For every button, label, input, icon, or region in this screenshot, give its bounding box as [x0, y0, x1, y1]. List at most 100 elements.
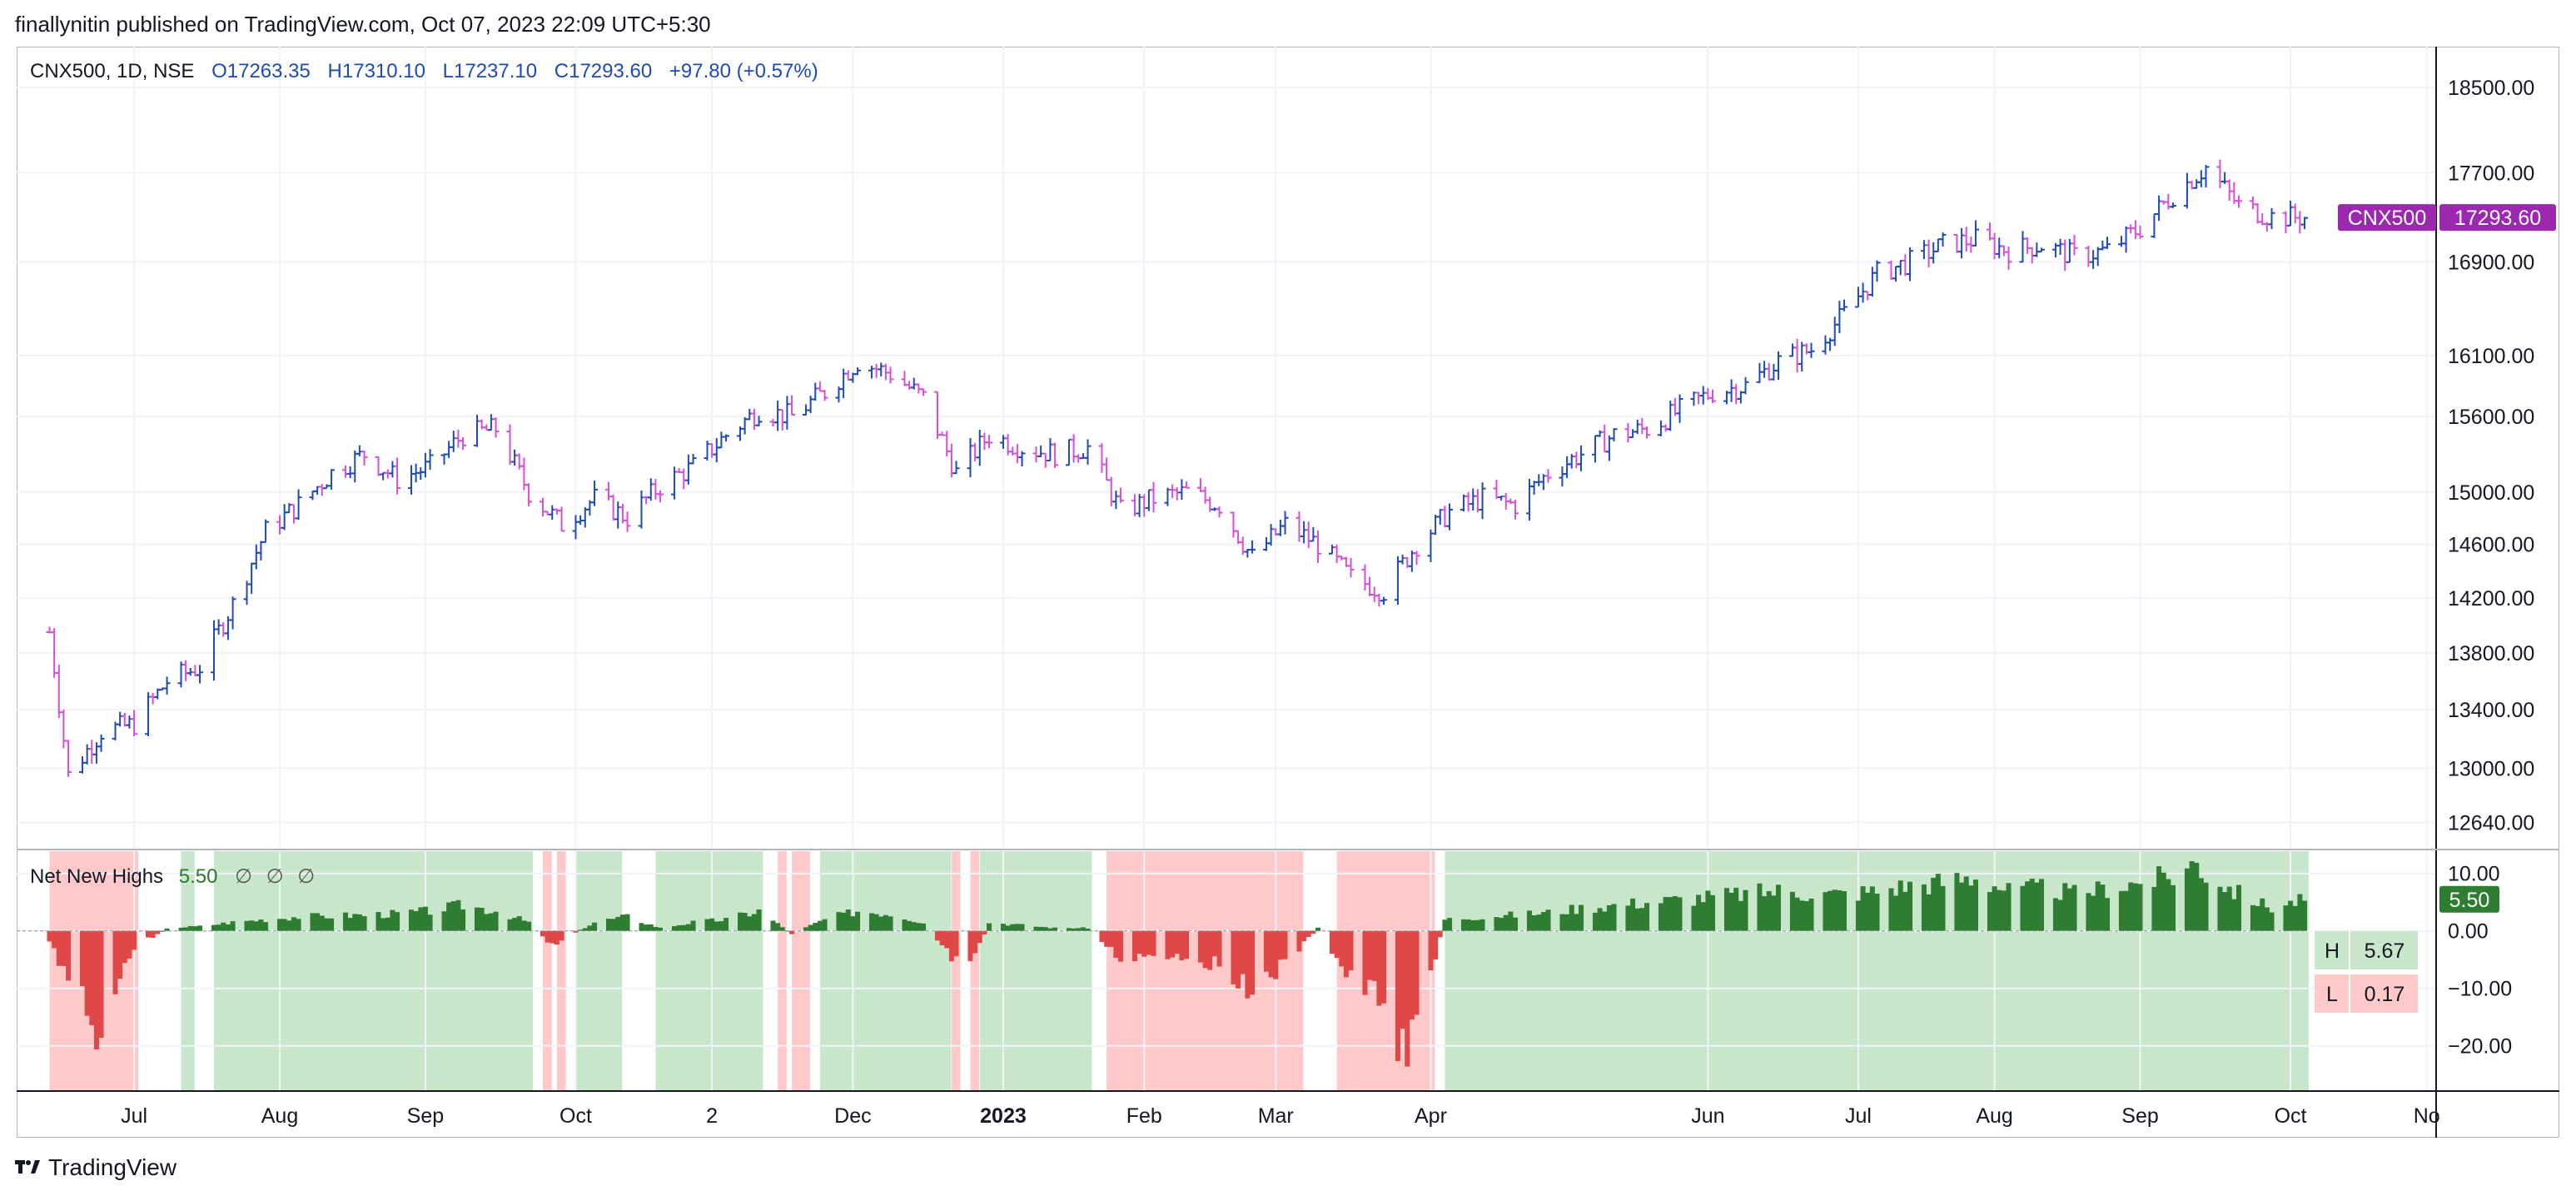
histogram-bar	[512, 918, 518, 931]
indicator-region-positive	[655, 851, 763, 1091]
histogram-bar	[1240, 930, 1246, 974]
histogram-bar	[352, 914, 358, 931]
histogram-bar	[756, 909, 762, 931]
ohlc-bar	[506, 424, 514, 466]
histogram-bar	[1700, 902, 1706, 931]
price-tag-value-bg	[2439, 204, 2556, 232]
ohlc-bar	[1169, 484, 1176, 498]
indicator-legend: Net New Highs 5.50 ∅ ∅ ∅	[30, 865, 323, 889]
histogram-bar	[1823, 892, 1828, 931]
histogram-bar	[395, 912, 400, 931]
indicator-placeholder-3: ∅	[297, 865, 316, 888]
histogram-bar	[66, 930, 72, 981]
histogram-bar	[1663, 896, 1668, 931]
footer-branding: TradingView	[15, 1154, 177, 1181]
ohlc-bar	[2225, 179, 2233, 201]
ohlc-bar	[1864, 291, 1872, 301]
ohlc-bar	[684, 454, 692, 485]
histogram-bar	[972, 930, 978, 954]
ohlc-bar	[511, 449, 519, 466]
ohlc-bar	[1953, 233, 1961, 254]
ohlc-bar	[144, 692, 152, 736]
ohlc-bar	[1756, 362, 1763, 383]
histogram-bar	[2203, 882, 2209, 931]
footer-brand-text[interactable]: TradingView	[48, 1154, 177, 1180]
ohlc-bar	[1103, 457, 1111, 481]
ohlc-bar	[718, 431, 725, 449]
histogram-bar	[1794, 897, 1800, 931]
histogram-bar	[1000, 924, 1006, 931]
ohlc-bar	[906, 381, 913, 390]
ohlc-bar	[1535, 474, 1543, 486]
histogram-bar	[2123, 890, 2129, 931]
histogram-bar	[1569, 904, 1574, 931]
indicator-region-negative	[542, 851, 552, 1091]
histogram-bar	[1691, 905, 1697, 931]
ohlc-bar	[657, 490, 664, 503]
ohlc-bar	[933, 391, 941, 440]
histogram-bar	[1250, 930, 1256, 995]
histogram-bar	[2217, 886, 2223, 931]
histogram-bar	[1184, 930, 1190, 959]
x-tick-label: Feb	[1126, 1104, 1162, 1128]
histogram-bar	[592, 922, 598, 931]
histogram-bar	[1808, 898, 1814, 931]
indicator-name[interactable]: Net New Highs	[30, 865, 164, 888]
ohlc-bar	[92, 742, 100, 764]
histogram-bar	[1282, 930, 1288, 959]
histogram-bar	[98, 930, 104, 1038]
ohlc-bar	[2268, 207, 2275, 230]
histogram-bar	[1503, 914, 1509, 931]
ohlc-bar	[2005, 246, 2012, 270]
ohlc-bar	[920, 388, 927, 396]
symbol-label[interactable]: CNX500, 1D, NSE	[30, 60, 195, 82]
histogram-bar	[164, 928, 170, 931]
histogram-bar	[1131, 930, 1137, 962]
histogram-bar	[1968, 885, 1974, 931]
price-tick-label: 15000.00	[2448, 481, 2534, 505]
histogram-bar	[1447, 918, 1453, 931]
ohlc-bar	[2024, 237, 2031, 254]
high-value: H17310.10	[327, 60, 425, 82]
histogram-bar	[1470, 919, 1476, 931]
histogram-bar	[671, 926, 677, 931]
histogram-bar	[2171, 885, 2176, 931]
ohlc-bar	[609, 494, 617, 521]
ohlc-bar	[1032, 446, 1040, 463]
ohlc-bar	[873, 363, 880, 378]
ohlc-bar	[1634, 419, 1641, 435]
histogram-bar	[2288, 900, 2294, 931]
histogram-bar	[977, 930, 982, 944]
histogram-bar	[1099, 930, 1105, 942]
histogram-bar	[1479, 919, 1485, 931]
histogram-bar	[253, 921, 259, 931]
ohlc-bar	[1328, 545, 1335, 555]
histogram-bar	[2269, 912, 2275, 931]
ohlc-bar	[1493, 479, 1500, 500]
histogram-bar	[1170, 930, 1176, 958]
indicator-tick-label: 0.00	[2448, 920, 2489, 944]
histogram-bar	[803, 927, 808, 931]
indicator-value: 5.50	[178, 865, 218, 888]
ohlc-bar	[1098, 443, 1106, 473]
ohlc-bar	[417, 467, 425, 480]
chart-frame[interactable]	[17, 47, 2559, 1138]
histogram-bar	[1019, 924, 1025, 931]
ohlc-bar	[2216, 159, 2224, 189]
ohlc-bar	[1446, 503, 1454, 531]
ohlc-bar	[1295, 511, 1303, 542]
histogram-bar	[540, 930, 545, 937]
histogram-bar	[1174, 930, 1180, 954]
ohlc-bar	[816, 381, 823, 392]
histogram-bar	[1348, 930, 1354, 971]
histogram-bar	[1400, 930, 1405, 1029]
ohlc-bar	[215, 619, 222, 635]
histogram-bar	[1151, 930, 1156, 956]
x-tick-label: Oct	[2275, 1104, 2307, 1128]
histogram-bar	[1513, 917, 1519, 931]
histogram-bar	[1202, 930, 1208, 969]
histogram-bar	[2095, 881, 2101, 931]
ohlc-bar	[1380, 596, 1388, 605]
histogram-bar	[982, 930, 987, 935]
